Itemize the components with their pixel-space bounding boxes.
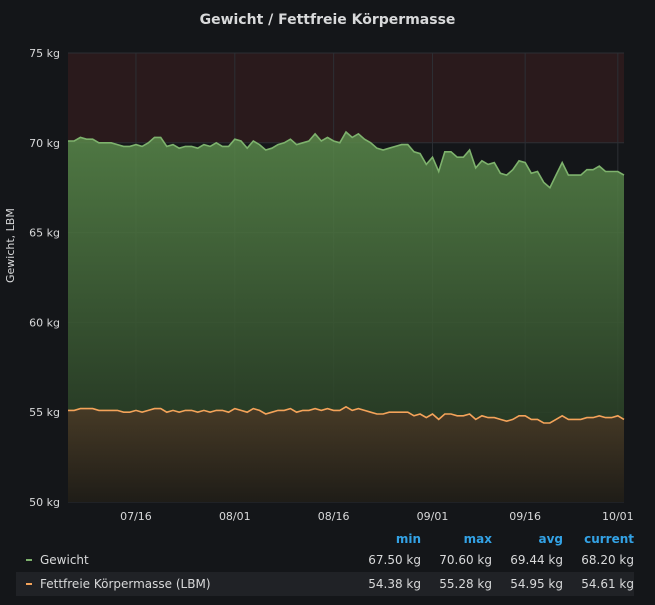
chart-plot[interactable]: 50 kg 55 kg 60 kg 65 kg 70 kg 75 kg 07/16 08/0… [0,0,655,530]
x-tick-label: 09/16 [509,510,541,523]
y-tick-label: 75 kg [29,47,60,60]
y-tick-label: 65 kg [29,227,60,240]
legend-avg: 54.95 kg [510,577,563,591]
legend-current: 54.61 kg [581,577,634,591]
x-tick-label: 10/01 [602,510,634,523]
area-lbm [68,406,624,502]
threshold-band [68,53,624,143]
legend-header-min[interactable]: min [395,532,421,546]
legend-current: 68.20 kg [581,553,634,567]
line-gewicht[interactable] [68,130,625,189]
legend-series-name[interactable]: Gewicht [40,553,89,567]
legend-min: 67.50 kg [368,553,421,567]
y-tick-label: 70 kg [29,137,60,150]
x-axis-ticks: 07/16 08/01 08/16 09/01 09/16 10/01 [120,510,634,523]
legend-row-gewicht[interactable]: Gewicht 67.50 kg 70.60 kg 69.44 kg 68.20… [16,548,634,572]
legend-series-name[interactable]: Fettfreie Körpermasse (LBM) [40,577,211,591]
area-gewicht [68,132,624,502]
legend-header-current[interactable]: current [584,532,634,546]
legend-max: 70.60 kg [439,553,492,567]
x-tick-label: 08/01 [219,510,251,523]
y-tick-label: 55 kg [29,406,60,419]
y-tick-label: 50 kg [29,496,60,509]
series-color-swatch[interactable] [26,559,32,561]
x-tick-label: 09/01 [417,510,449,523]
y-tick-label: 60 kg [29,316,60,329]
legend-max: 55.28 kg [439,577,492,591]
panel-title[interactable]: Gewicht / Fettfreie Körpermasse [199,12,456,28]
legend-avg: 69.44 kg [510,553,563,567]
legend-header-max[interactable]: max [463,532,492,546]
legend-header-avg[interactable]: avg [538,532,563,546]
legend-min: 54.38 kg [368,577,421,591]
legend-table: min max avg current Gewicht 67.50 kg 70.… [16,530,634,596]
y-axis-ticks: 50 kg 55 kg 60 kg 65 kg 70 kg 75 kg [29,47,60,509]
series-color-swatch[interactable] [26,583,32,585]
x-tick-label: 08/16 [318,510,350,523]
x-tick-label: 07/16 [120,510,152,523]
legend-row-lbm[interactable]: Fettfreie Körpermasse (LBM) 54.38 kg 55.… [16,572,634,596]
legend-header: min max avg current [16,530,634,548]
line-lbm[interactable] [68,405,625,424]
